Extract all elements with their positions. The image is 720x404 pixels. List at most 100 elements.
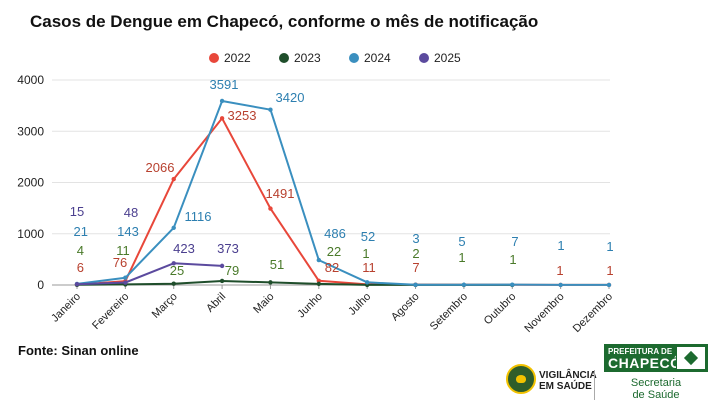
x-tick-label: Setembro [428,291,470,333]
x-tick-label: Maio [251,291,276,316]
vigilancia-logo: VIGILÂNCIA EM SAÚDE [506,362,597,398]
y-tick-label: 1000 [17,227,44,241]
prefeitura-logo: PREFEITURA DE CHAPECÓ Secretaria de Saúd… [604,344,714,402]
y-tick-label: 0 [37,278,44,292]
data-point [74,282,80,287]
data-label: 6 [77,260,84,275]
data-point [316,278,322,283]
prefeitura-banner: PREFEITURA DE CHAPECÓ [604,344,708,372]
data-label: 486 [324,226,346,241]
data-label: 1 [362,246,369,261]
data-point [316,257,322,263]
data-point [171,176,176,182]
legend-marker [419,53,429,63]
data-label: 11 [116,243,130,258]
series-line [76,100,609,286]
x-tick-label: Novembro [522,291,566,335]
data-label: 52 [361,229,375,244]
secretaria-text-line2: de Saúde [632,389,680,401]
mosquito-icon [506,364,536,394]
data-label: 373 [217,241,239,256]
data-label: 1 [606,239,613,254]
legend-marker [349,53,359,63]
data-label: 76 [113,255,127,270]
data-label: 25 [170,263,184,278]
data-point [268,107,273,112]
x-tick-label: Agosto [389,291,422,324]
data-point [171,261,176,266]
data-label: 3591 [210,77,239,92]
data-point [219,263,225,269]
data-point [123,275,128,280]
series-line [76,262,223,286]
source-note: Fonte: Sinan online [18,343,139,358]
data-label: 423 [173,241,195,256]
data-label: 51 [270,257,284,272]
data-label: 21 [74,224,88,239]
legend-marker [279,53,289,63]
data-label: 82 [325,260,339,275]
flag-icon [676,346,706,370]
x-tick-label: Julho [346,291,373,318]
data-label: 3 [412,231,419,246]
line-chart: 0 1000 2000 3000 4000 Janeiro Fevereiro Março Ab… [17,51,615,335]
data-label: 2 [412,246,419,261]
legend-label: 2024 [364,51,391,65]
y-tick-label: 4000 [17,73,44,87]
x-tick-label: Outubro [482,291,519,328]
x-tick-label: Fevereiro [90,291,131,332]
vigilancia-logo-text-line2: EM SAÚDE [539,381,592,392]
data-label: 3253 [228,108,257,123]
data-label: 22 [327,244,341,259]
data-label: 1 [458,250,465,265]
legend-marker [209,53,219,63]
data-point [219,116,225,121]
data-point [171,281,176,286]
data-label: 48 [124,205,138,220]
prefeitura-logo-text-line2: CHAPECÓ [608,355,682,371]
data-point [316,281,322,287]
data-label: 143 [117,224,139,239]
data-label: 3420 [276,90,305,105]
x-tick-label: Dezembro [571,291,615,335]
data-point [364,280,370,285]
prefeitura-logo-text-line1: PREFEITURA DE [608,347,673,356]
data-point [219,98,225,104]
legend-label: 2025 [434,51,461,65]
data-label: 15 [70,204,84,219]
x-tick-label: Janeiro [49,291,83,325]
data-label: 1 [509,252,516,267]
data-point [123,280,128,285]
data-point [268,280,273,285]
data-label: 11 [362,260,376,275]
data-label: 1491 [266,186,295,201]
y-tick-label: 3000 [17,124,44,138]
data-point [510,282,515,287]
chart-title: Casos de Dengue em Chapecó, conforme o m… [30,12,539,31]
data-label: 1 [557,238,564,253]
data-label: 5 [458,234,465,249]
secretaria-text-line1: Secretaria [630,377,682,389]
data-label: 4 [77,243,84,258]
data-point [558,282,563,288]
x-tick-label: Março [150,291,180,321]
data-point [606,282,612,288]
data-label: 1 [606,263,613,278]
legend-label: 2023 [294,51,321,65]
data-label: 2066 [146,160,175,175]
x-tick-label: Abril [204,291,228,315]
data-point [219,278,225,284]
vigilancia-logo-text-line1: VIGILÂNCIA [539,370,597,381]
data-point [461,282,467,287]
x-tick-label: Junho [295,291,325,321]
data-point [171,225,176,231]
data-point [413,282,418,288]
data-label: 1 [556,263,563,278]
legend-label: 2022 [224,51,251,65]
data-label: 7 [412,260,419,275]
data-label: 7 [511,234,518,249]
y-tick-label: 2000 [17,176,44,190]
logo-divider [594,370,595,400]
series-line [76,117,609,286]
data-label: 79 [225,263,239,278]
